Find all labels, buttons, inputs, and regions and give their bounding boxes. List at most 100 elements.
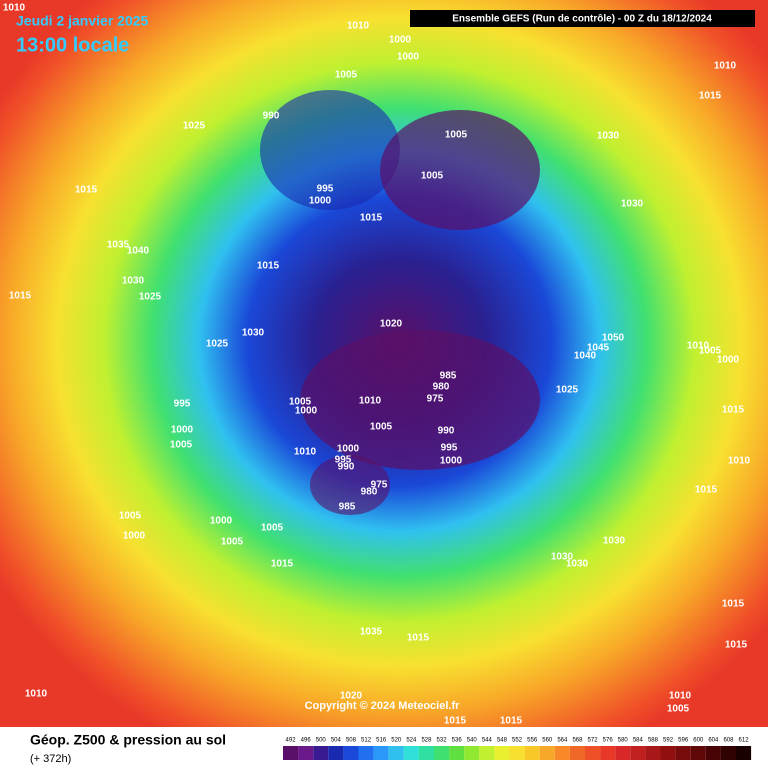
scale-label: 584	[633, 738, 644, 744]
pressure-label: 1015	[699, 91, 722, 102]
scale-swatch	[418, 746, 434, 760]
pressure-label: 990	[438, 426, 455, 437]
scale-swatch	[585, 746, 601, 760]
scale-label: 548	[497, 738, 508, 744]
pressure-label: 1050	[602, 333, 625, 344]
pressure-label: 1040	[127, 246, 150, 257]
pressure-label: 1010	[728, 456, 751, 467]
scale-label: 592	[663, 738, 674, 744]
scale-swatch	[645, 746, 661, 760]
scale-swatch	[298, 746, 314, 760]
pressure-label: 1025	[556, 385, 579, 396]
pressure-label: 985	[440, 371, 457, 382]
pressure-label: 1010	[714, 61, 737, 72]
scale-swatch	[660, 746, 676, 760]
low-area	[380, 110, 540, 230]
scale-swatch	[343, 746, 359, 760]
pressure-label: 1005	[289, 397, 312, 408]
pressure-label: 985	[339, 502, 356, 513]
scale-swatch	[403, 746, 419, 760]
pressure-label: 1030	[621, 199, 644, 210]
pressure-label: 1015	[722, 405, 745, 416]
low-area	[300, 330, 540, 470]
scale-swatch	[615, 746, 631, 760]
pressure-label: 1000	[717, 355, 740, 366]
pressure-label: 1040	[574, 351, 597, 362]
scale-label: 596	[678, 738, 689, 744]
scale-swatch	[524, 746, 540, 760]
pressure-label: 1020	[380, 319, 403, 330]
scale-label: 520	[391, 738, 402, 744]
scale-swatch	[720, 746, 736, 760]
pressure-label: 1005	[119, 511, 142, 522]
pressure-label: 1025	[183, 121, 206, 132]
pressure-label: 1015	[360, 213, 383, 224]
scale-swatch	[690, 746, 706, 760]
scale-label: 572	[588, 738, 599, 744]
pressure-label: 1010	[25, 689, 48, 700]
pressure-label: 1000	[337, 444, 360, 455]
scale-label: 608	[723, 738, 734, 744]
scale-label: 532	[437, 738, 448, 744]
scale-swatch	[736, 746, 752, 760]
pressure-label: 1010	[359, 396, 382, 407]
pressure-label: 1020	[340, 691, 363, 702]
scale-swatch	[554, 746, 570, 760]
scale-label: 600	[693, 738, 704, 744]
pressure-label: 975	[371, 480, 388, 491]
scale-label: 564	[557, 738, 568, 744]
copyright: Copyright © 2024 Meteociel.fr	[305, 700, 461, 712]
scale-label: 496	[301, 738, 312, 744]
pressure-label: 1010	[3, 3, 26, 14]
pressure-label: 1015	[695, 485, 718, 496]
scale-swatch	[600, 746, 616, 760]
pressure-label: 1000	[309, 196, 332, 207]
pressure-label: 1005	[445, 130, 468, 141]
scale-label: 580	[618, 738, 629, 744]
pressure-label: 975	[427, 394, 444, 405]
pressure-label: 1000	[171, 425, 194, 436]
scale-label: 536	[452, 738, 463, 744]
scale-label: 492	[286, 738, 297, 744]
pressure-label: 1010	[294, 447, 317, 458]
pressure-label: 1015	[407, 633, 430, 644]
footer-title: Géop. Z500 & pression au sol	[30, 732, 226, 748]
scale-swatch	[283, 746, 299, 760]
pressure-label: 1005	[261, 523, 284, 534]
pressure-label: 1015	[725, 640, 748, 651]
pressure-label: 980	[361, 487, 378, 498]
scale-swatch	[313, 746, 329, 760]
scale-swatch	[705, 746, 721, 760]
pressure-label: 995	[335, 455, 352, 466]
scale-swatch	[675, 746, 691, 760]
pressure-label: 1010	[347, 21, 370, 32]
pressure-label: 1030	[603, 536, 626, 547]
scale-label: 516	[376, 738, 387, 744]
pressure-label: 1015	[75, 185, 98, 196]
scale-swatch	[388, 746, 404, 760]
scale-swatch	[509, 746, 525, 760]
pressure-label: 1030	[122, 276, 145, 287]
pressure-label: 1035	[107, 240, 130, 251]
scale-swatch	[479, 746, 495, 760]
pressure-label: 995	[174, 399, 191, 410]
scale-swatch	[434, 746, 450, 760]
pressure-label: 1015	[500, 716, 523, 727]
pressure-label: 1005	[335, 70, 358, 81]
scale-label: 524	[406, 738, 417, 744]
pressure-label: 1025	[139, 292, 162, 303]
date: Jeudi 2 janvier 2025	[16, 13, 149, 29]
pressure-label: 1030	[597, 131, 620, 142]
scale-label: 544	[482, 738, 493, 744]
pressure-label: 1000	[295, 406, 318, 417]
scale-label: 588	[648, 738, 659, 744]
time: 13:00 locale	[16, 34, 129, 56]
pressure-label: 1005	[421, 171, 444, 182]
pressure-label: 1015	[9, 291, 32, 302]
low-area	[260, 90, 400, 210]
pressure-label: 1005	[170, 440, 193, 451]
scale-swatch	[449, 746, 465, 760]
pressure-label: 1030	[551, 552, 574, 563]
scale-swatch	[464, 746, 480, 760]
pressure-label: 1015	[271, 559, 294, 570]
